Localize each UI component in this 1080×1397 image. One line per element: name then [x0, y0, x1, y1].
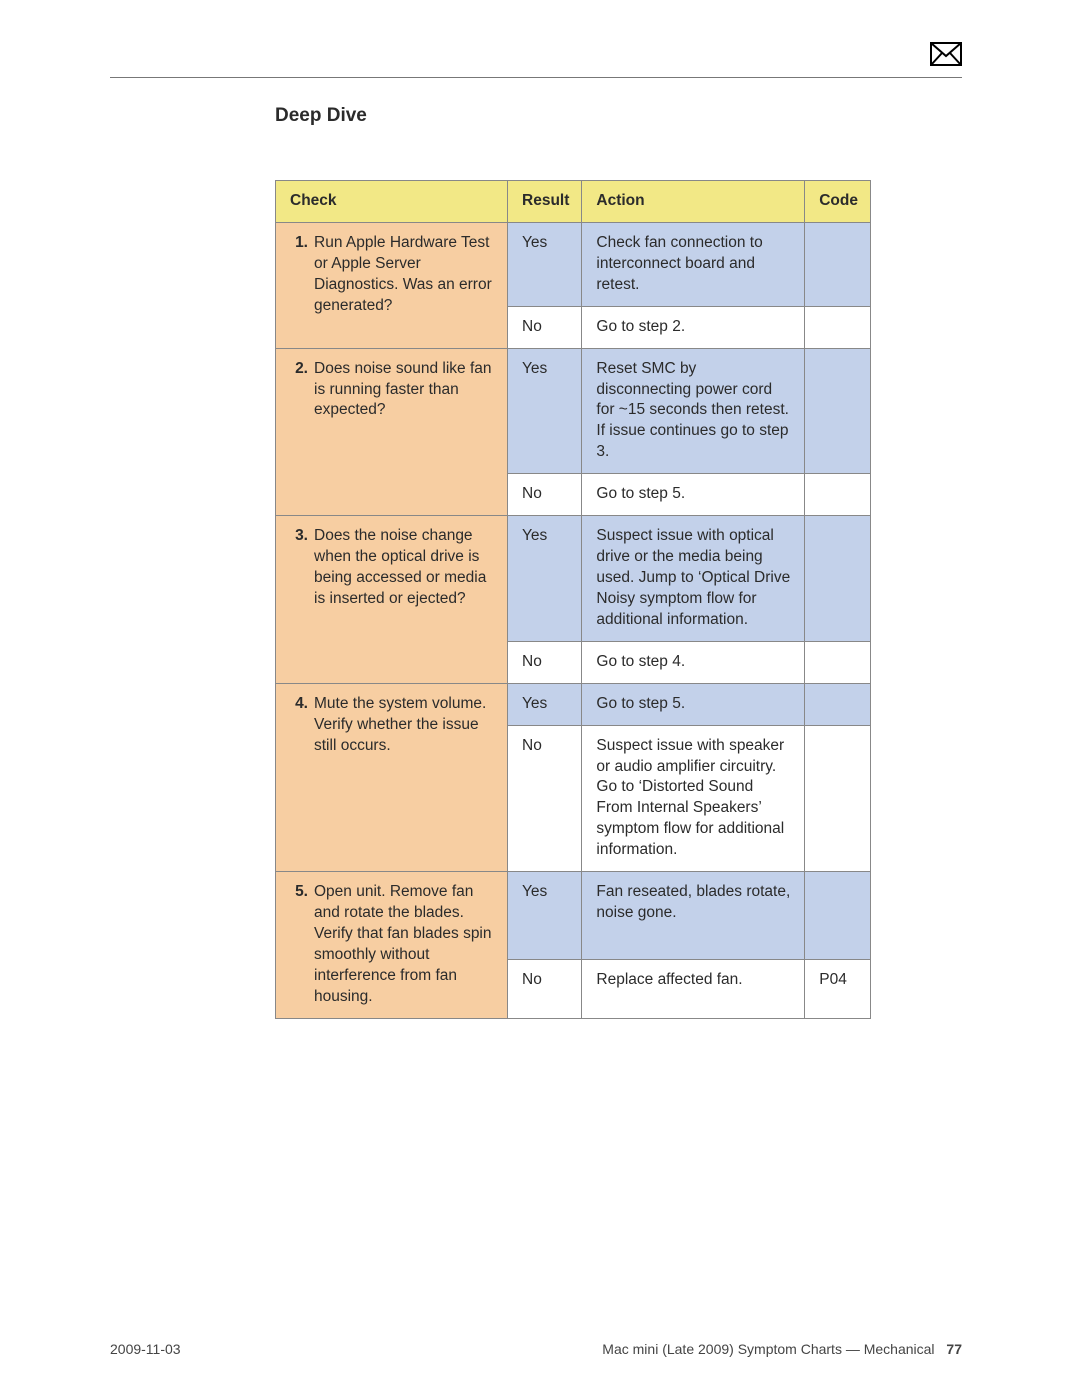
code-cell [805, 683, 871, 725]
check-text: Run Apple Hardware Test or Apple Server … [314, 233, 495, 317]
action-cell: Suspect issue with speaker or audio ampl… [582, 725, 805, 872]
result-cell: Yes [508, 516, 582, 642]
code-cell [805, 872, 871, 960]
check-text: Mute the system volume. Verify whether t… [314, 694, 495, 757]
step-number: 1. [290, 233, 314, 317]
check-cell: 1.Run Apple Hardware Test or Apple Serve… [276, 222, 508, 348]
table-row: 5.Open unit. Remove fan and rotate the b… [276, 872, 871, 960]
section-heading: Deep Dive [275, 105, 367, 127]
document-page: Deep Dive Check Result Action Code 1.Run… [0, 0, 1080, 1397]
table-row: 3.Does the noise change when the optical… [276, 516, 871, 642]
check-cell: 3.Does the noise change when the optical… [276, 516, 508, 684]
action-cell: Replace affected fan. [582, 960, 805, 1019]
result-cell: No [508, 641, 582, 683]
check-cell: 2.Does noise sound like fan is running f… [276, 348, 508, 516]
code-cell [805, 516, 871, 642]
code-cell [805, 725, 871, 872]
action-cell: Fan reseated, blades rotate, noise gone. [582, 872, 805, 960]
page-number: 77 [946, 1341, 962, 1357]
code-cell [805, 474, 871, 516]
action-cell: Go to step 5. [582, 683, 805, 725]
code-cell [805, 306, 871, 348]
table-row: 2.Does noise sound like fan is running f… [276, 348, 871, 474]
action-cell: Check fan connection to interconnect boa… [582, 222, 805, 306]
check-text: Open unit. Remove fan and rotate the bla… [314, 882, 495, 1008]
code-cell: P04 [805, 960, 871, 1019]
step-number: 3. [290, 526, 314, 610]
step-number: 4. [290, 694, 314, 757]
col-header-result: Result [508, 181, 582, 223]
action-cell: Reset SMC by disconnecting power cord fo… [582, 348, 805, 474]
table-row: 4.Mute the system volume. Verify whether… [276, 683, 871, 725]
step-number: 5. [290, 882, 314, 1008]
result-cell: Yes [508, 872, 582, 960]
check-cell: 4.Mute the system volume. Verify whether… [276, 683, 508, 871]
action-cell: Suspect issue with optical drive or the … [582, 516, 805, 642]
action-cell: Go to step 5. [582, 474, 805, 516]
result-cell: Yes [508, 683, 582, 725]
table-row: 1.Run Apple Hardware Test or Apple Serve… [276, 222, 871, 306]
result-cell: No [508, 725, 582, 872]
action-cell: Go to step 4. [582, 641, 805, 683]
col-header-check: Check [276, 181, 508, 223]
diagnostic-table: Check Result Action Code 1.Run Apple Har… [275, 180, 871, 1019]
step-number: 2. [290, 359, 314, 422]
code-cell [805, 222, 871, 306]
result-cell: No [508, 306, 582, 348]
col-header-code: Code [805, 181, 871, 223]
top-rule [110, 42, 962, 78]
result-cell: No [508, 474, 582, 516]
footer-doc-title: Mac mini (Late 2009) Symptom Charts — Me… [602, 1341, 962, 1357]
check-text: Does noise sound like fan is running fas… [314, 359, 495, 422]
mail-icon[interactable] [930, 42, 962, 71]
result-cell: Yes [508, 222, 582, 306]
code-cell [805, 641, 871, 683]
result-cell: No [508, 960, 582, 1019]
code-cell [805, 348, 871, 474]
table-header-row: Check Result Action Code [276, 181, 871, 223]
result-cell: Yes [508, 348, 582, 474]
footer-date: 2009-11-03 [110, 1341, 181, 1357]
col-header-action: Action [582, 181, 805, 223]
page-footer: 2009-11-03 Mac mini (Late 2009) Symptom … [110, 1341, 962, 1357]
action-cell: Go to step 2. [582, 306, 805, 348]
check-text: Does the noise change when the optical d… [314, 526, 495, 610]
check-cell: 5.Open unit. Remove fan and rotate the b… [276, 872, 508, 1019]
